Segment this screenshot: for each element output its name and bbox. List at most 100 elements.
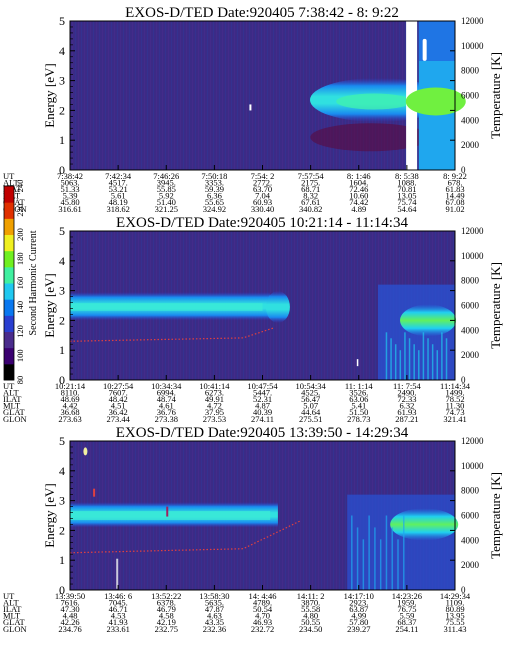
ephemeris-value: 340.82 <box>299 204 322 214</box>
ephemeris-value: 4789. <box>253 598 272 608</box>
ephemeris-value: 4.58 <box>159 611 174 621</box>
ephemeris-value: 232.36 <box>203 624 226 634</box>
ephemeris-value: 234.76 <box>58 624 81 634</box>
vertical-streak <box>422 332 425 380</box>
temperature-tick-label: 0 <box>461 165 466 175</box>
ephemeris-value: 3945. <box>157 178 176 188</box>
energy-tick-label: 4 <box>59 464 65 478</box>
ephemeris-value: 55.58 <box>301 604 320 614</box>
ephemeris-value: 273.63 <box>58 414 81 424</box>
low-energy-dark-region <box>310 123 431 152</box>
ephemeris-value: 287.21 <box>395 414 418 424</box>
ephemeris-value: 36.42 <box>109 407 128 417</box>
vertical-streak <box>408 338 411 380</box>
panel-title: EXOS-D/TED Date:920405 10:21:14 - 11:14:… <box>116 215 408 231</box>
ephemeris-value: 5063. <box>60 178 79 188</box>
ephemeris-row-label: ALT <box>3 598 20 608</box>
ephemeris-row-label: GLAT <box>3 407 26 417</box>
energy-tick-label: 3 <box>59 284 65 298</box>
late-segment-band <box>405 87 466 116</box>
colorbar-tick-label: 220 <box>15 204 25 217</box>
temperature-tick-label: 6000 <box>461 511 480 521</box>
colorbar-swatch <box>4 331 14 349</box>
ephemeris-value: 273.44 <box>106 414 130 424</box>
energy-axis-label: Energy [eV] <box>42 273 57 337</box>
ephemeris-value: 75.55 <box>445 617 464 627</box>
ephemeris-value: 4.72 <box>207 401 222 411</box>
ephemeris-value: 14: 4:46 <box>248 591 276 601</box>
energy-tick-label: 5 <box>59 224 65 238</box>
ephemeris-value: 4.70 <box>255 611 270 621</box>
ephemeris-value: 7616. <box>60 598 79 608</box>
temperature-axis-label: Temperature [K] <box>488 472 503 559</box>
temperature-tick-label: 2000 <box>461 560 480 570</box>
ephemeris-row-label: UT <box>3 591 15 601</box>
colorbar-swatch <box>4 234 14 252</box>
ephemeris-value: 239.27 <box>347 624 370 634</box>
ephemeris-value: 42.26 <box>60 617 79 627</box>
ephemeris-value: 6.32 <box>399 401 414 411</box>
ephemeris-value: 48.42 <box>109 394 128 404</box>
colorbar-swatch <box>4 218 14 235</box>
ephemeris-value: 8: 9:22 <box>443 171 467 181</box>
ephemeris-value: 6994. <box>157 388 176 398</box>
temperature-tick-label: 8000 <box>461 276 480 286</box>
colorbar-swatch <box>4 315 14 332</box>
ephemeris-value: 3353. <box>205 178 224 188</box>
vertical-streak <box>418 350 420 380</box>
ephemeris-value: 4.87 <box>255 401 270 411</box>
ephemeris-value: 55.85 <box>157 184 176 194</box>
vertical-streak <box>385 332 388 380</box>
white-artifact <box>422 38 427 61</box>
ephemeris-value: 63.06 <box>349 394 368 404</box>
temperature-tick-label: 12000 <box>461 436 484 446</box>
ephemeris-value: 7:42:34 <box>105 171 132 181</box>
ephemeris-row-label: GLAT <box>3 617 26 627</box>
temperature-tick-label: 0 <box>461 375 466 385</box>
ephemeris-value: 76.75 <box>397 604 416 614</box>
ephemeris-value: 8: 5:38 <box>395 171 419 181</box>
vertical-streak <box>397 539 399 590</box>
ephemeris-value: 7:57:54 <box>298 171 325 181</box>
vertical-streak <box>368 515 370 590</box>
vertical-streak <box>427 338 429 380</box>
ephemeris-value: 4.63 <box>207 611 222 621</box>
ephemeris-value: 4.51 <box>111 401 126 411</box>
ephemeris-value: 14:11: 2 <box>297 591 325 601</box>
dark-artifact <box>166 506 169 517</box>
ephemeris-value: 232.75 <box>155 624 178 634</box>
ephemeris-value: 67.08 <box>445 197 464 207</box>
energy-tick-label: 3 <box>59 74 65 88</box>
ephemeris-value: 10.60 <box>349 191 368 201</box>
ephemeris-value: 6.36 <box>207 191 222 201</box>
colorbar-tick-label: 120 <box>15 325 25 338</box>
temperature-axis-label: Temperature [K] <box>488 262 503 349</box>
ephemeris-value: 5.41 <box>351 401 366 411</box>
ephemeris-value: 68.37 <box>397 617 416 627</box>
colorbar-label: Second Harmonic Current <box>28 230 39 335</box>
energy-tick-label: 2 <box>59 313 65 327</box>
temperature-tick-label: 4000 <box>461 325 480 335</box>
ephemeris-value: 49.91 <box>205 394 224 404</box>
vertical-streak <box>399 350 402 380</box>
ephemeris-value: 7607. <box>109 388 128 398</box>
temperature-tick-label: 0 <box>461 585 466 595</box>
temperature-tick-label: 4000 <box>461 535 480 545</box>
ephemeris-value: 14:17:10 <box>344 591 374 601</box>
ephemeris-value: 273.53 <box>203 414 226 424</box>
ephemeris-value: 60.93 <box>253 197 272 207</box>
late-segment-band <box>390 508 459 541</box>
ephemeris-value: 70.81 <box>397 184 416 194</box>
energy-axis-label: Energy [eV] <box>42 483 57 547</box>
colorbar: 80 100 120 140 160 180 200 220 240 Second Harmoni… <box>3 180 39 384</box>
temperature-tick-label: 12000 <box>461 226 484 236</box>
ephemeris-value: 56.47 <box>301 394 320 404</box>
ephemeris-value: 45.80 <box>60 197 79 207</box>
ephemeris-value: 2923. <box>349 598 368 608</box>
energy-tick-label: 0 <box>59 163 65 177</box>
thermal-band-core <box>336 93 413 110</box>
colorbar-tick-label: 160 <box>15 277 25 290</box>
temperature-tick-label: 2000 <box>461 350 480 360</box>
ephemeris-value: 5.92 <box>159 191 174 201</box>
vertical-streak <box>362 539 365 590</box>
